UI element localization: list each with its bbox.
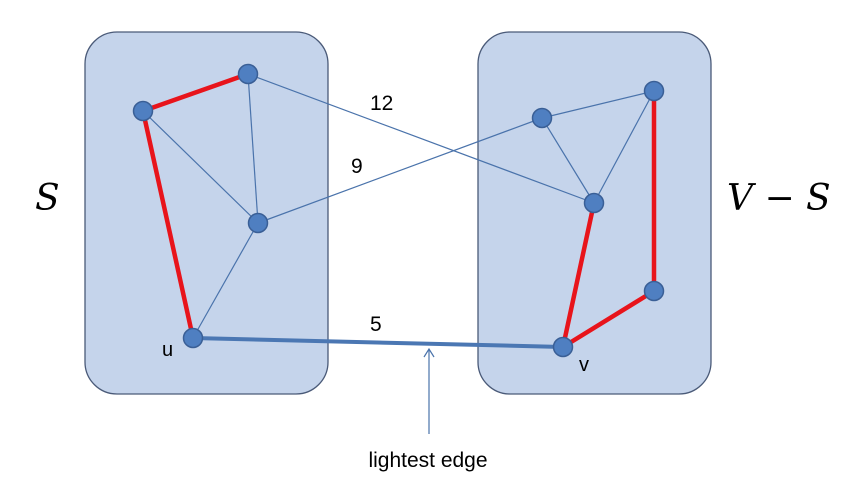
node-g [643, 280, 665, 302]
mst-edge-g-v [560, 288, 657, 350]
edge-e-f [593, 90, 655, 204]
edge-weight-12 [247, 73, 595, 204]
mst-edge-a-b [140, 71, 251, 114]
node-b [237, 63, 259, 85]
node-a [132, 100, 154, 122]
weight-label-9: 9 [351, 155, 363, 178]
node-e [643, 80, 665, 102]
node-c [247, 212, 269, 234]
mst-edge-a-u [140, 108, 196, 341]
weight-label-12: 12 [370, 92, 393, 115]
edge-b-c [247, 73, 259, 224]
caption-arrow [423, 347, 435, 434]
node-d [531, 107, 553, 129]
set-label-v-minus-s: V − S [727, 178, 831, 219]
edge-d-e [541, 90, 655, 119]
node-f [583, 192, 605, 214]
edge-c-u [192, 222, 259, 339]
set-label-s: S [35, 178, 60, 219]
weight-label-5: 5 [370, 313, 382, 336]
node-v [552, 336, 574, 358]
node-label-v: v [579, 354, 589, 376]
edge-d-f [541, 117, 595, 204]
edge-a-c [142, 110, 259, 224]
node-label-u: u [162, 339, 173, 361]
edge-weight-9 [257, 117, 543, 224]
node-u [182, 327, 204, 349]
mst-edge-f-v [560, 200, 597, 350]
caption-lightest-edge: lightest edge [368, 449, 487, 472]
lightest-edge-u-v [191, 336, 565, 349]
